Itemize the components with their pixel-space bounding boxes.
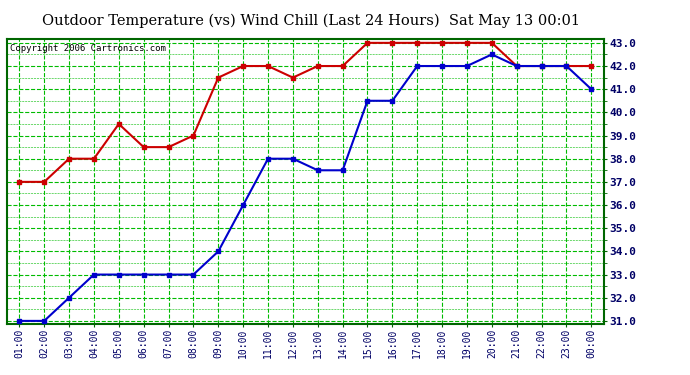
Text: Outdoor Temperature (vs) Wind Chill (Last 24 Hours)  Sat May 13 00:01: Outdoor Temperature (vs) Wind Chill (Las… (41, 13, 580, 27)
Text: Copyright 2006 Cartronics.com: Copyright 2006 Cartronics.com (10, 44, 166, 52)
